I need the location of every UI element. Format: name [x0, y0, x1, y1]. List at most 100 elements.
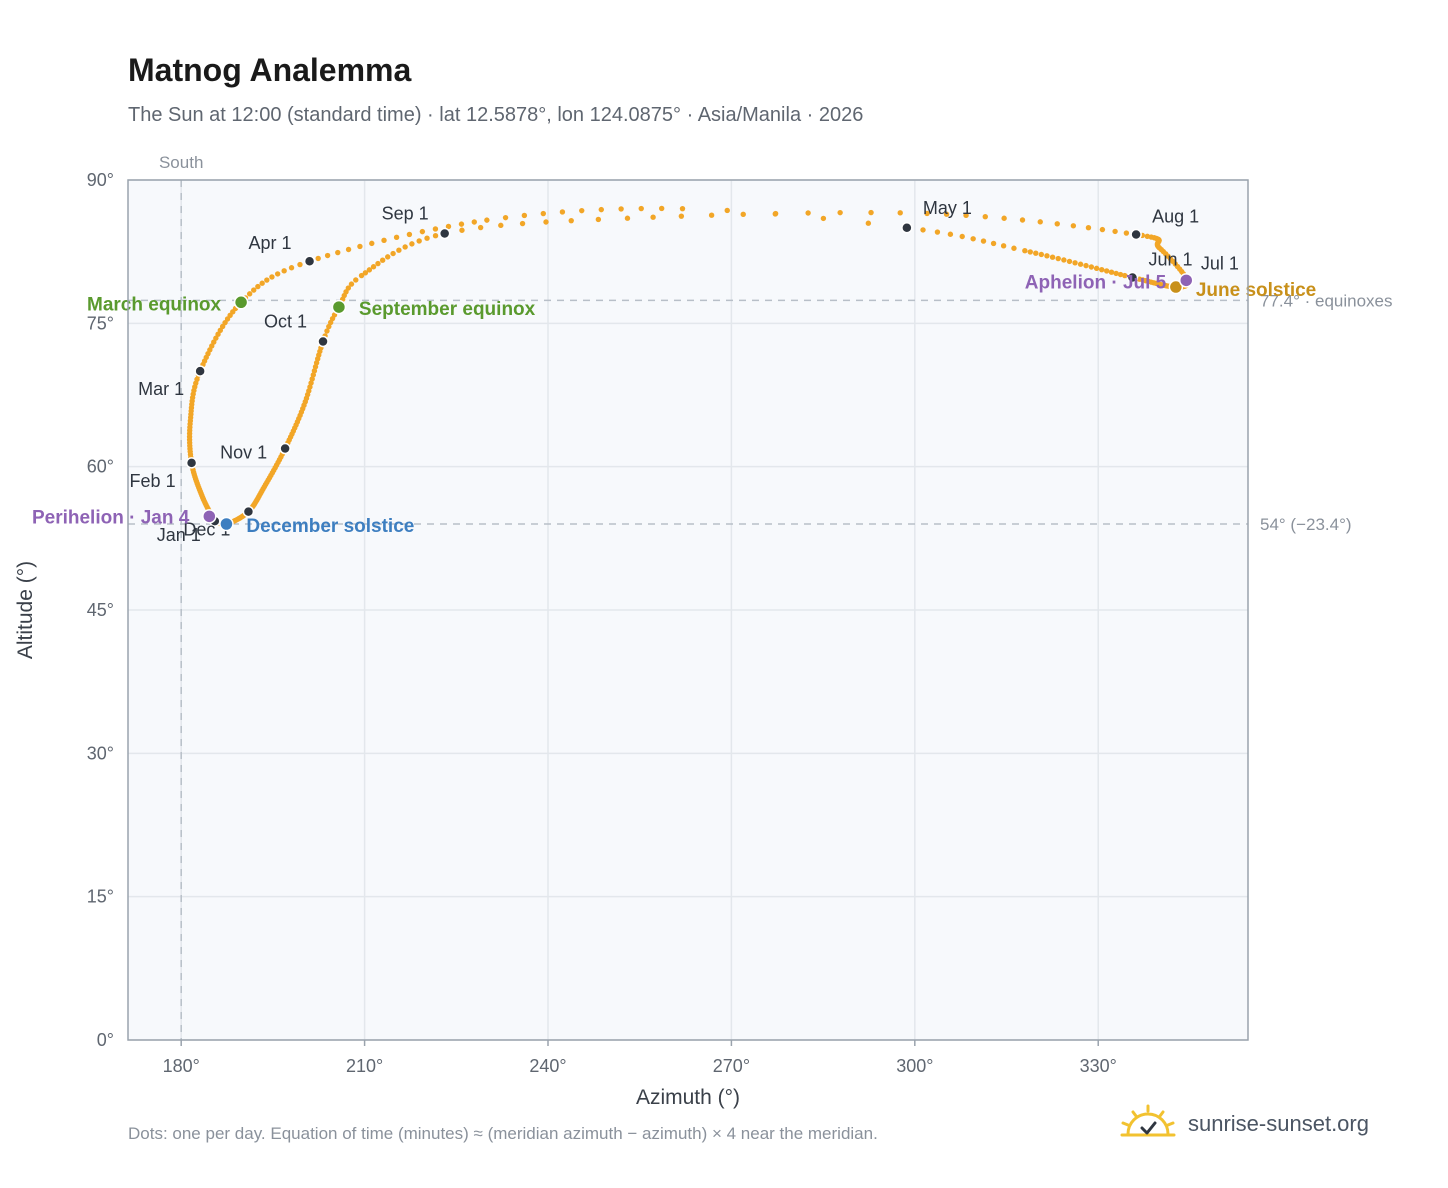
- month-marker: [1130, 228, 1142, 241]
- month-marker-label: Aug 1: [1152, 206, 1199, 226]
- day-dot: [324, 328, 330, 334]
- event-marker: [1179, 273, 1194, 288]
- day-dot: [385, 254, 391, 260]
- event-marker: [219, 516, 234, 532]
- day-dot: [281, 268, 287, 274]
- day-dot: [982, 213, 988, 220]
- x-axis-label: Azimuth (°): [636, 1086, 740, 1109]
- x-tick-label: 180°: [163, 1056, 200, 1076]
- day-dot: [1000, 243, 1007, 249]
- day-dot: [598, 206, 604, 213]
- day-dot: [897, 210, 903, 216]
- day-dot: [324, 252, 331, 259]
- day-dot: [595, 216, 602, 223]
- day-dot: [1054, 221, 1060, 227]
- day-dot: [498, 222, 504, 229]
- sun-check-icon: [1120, 1104, 1176, 1137]
- month-marker: [317, 335, 329, 348]
- day-dot: [1037, 219, 1043, 225]
- day-dot: [366, 267, 373, 273]
- day-dot: [311, 368, 318, 374]
- day-dot: [358, 272, 365, 279]
- event-label: Aphelion · Jul 5: [1025, 272, 1167, 293]
- day-dot: [1099, 266, 1105, 273]
- day-dot: [459, 227, 465, 233]
- day-dot: [213, 335, 219, 341]
- day-dot: [502, 214, 509, 221]
- month-marker-label: Dec 1: [183, 520, 230, 540]
- day-dot: [1085, 225, 1092, 231]
- day-dot: [519, 220, 526, 227]
- day-dot: [618, 206, 624, 212]
- month-marker-label: Mar 1: [138, 379, 184, 399]
- month-marker: [1126, 271, 1139, 284]
- day-dot: [255, 283, 261, 290]
- day-dot: [471, 219, 477, 225]
- y-tick-label: 30°: [87, 743, 114, 763]
- day-dot: [1123, 230, 1130, 236]
- day-dot: [432, 233, 439, 239]
- day-dot: [379, 257, 386, 263]
- day-dot: [624, 215, 631, 221]
- day-dot: [1117, 271, 1124, 278]
- month-marker-label: Oct 1: [264, 311, 307, 331]
- day-dot: [1070, 223, 1077, 229]
- event-marker: [331, 299, 347, 315]
- day-dot: [934, 229, 941, 235]
- month-marker: [438, 227, 451, 240]
- day-dot: [390, 250, 396, 257]
- day-dot: [805, 210, 811, 216]
- day-dot: [963, 212, 969, 219]
- day-dot: [678, 213, 685, 219]
- day-dot: [327, 319, 334, 326]
- day-dot: [1038, 251, 1045, 258]
- day-dot: [920, 227, 926, 233]
- day-dot: [568, 217, 574, 224]
- day-dot: [865, 220, 872, 226]
- day-dot: [369, 240, 375, 247]
- day-dot: [402, 244, 408, 250]
- day-dot: [345, 246, 352, 253]
- y-tick-label: 60°: [87, 457, 114, 477]
- month-marker: [185, 457, 198, 469]
- day-dot: [1103, 268, 1110, 274]
- month-marker: [901, 222, 913, 234]
- day-dot: [1093, 265, 1100, 272]
- day-dot: [432, 226, 439, 232]
- day-dot: [638, 205, 644, 212]
- day-dot: [540, 210, 547, 217]
- day-dot: [1011, 245, 1017, 251]
- altitude-reference-label: 77.4° · equinoxes: [1260, 291, 1393, 310]
- y-tick-label: 45°: [87, 600, 114, 620]
- day-dot: [740, 211, 746, 218]
- day-dot: [579, 207, 585, 214]
- day-dot: [1049, 254, 1056, 260]
- day-dot: [246, 291, 253, 297]
- day-dot: [310, 372, 317, 378]
- month-marker-label: Jan 1: [157, 525, 201, 545]
- month-marker: [242, 505, 255, 518]
- x-tick-label: 210°: [346, 1056, 383, 1076]
- day-dot: [990, 240, 997, 247]
- day-dot: [1108, 269, 1115, 275]
- day-dot: [1022, 248, 1028, 254]
- day-dot: [559, 209, 566, 215]
- day-dot: [409, 241, 415, 247]
- day-dot: [416, 238, 422, 244]
- day-dot: [772, 210, 779, 217]
- day-dot: [1144, 233, 1151, 239]
- day-dot: [1088, 264, 1095, 270]
- day-dot: [1072, 260, 1078, 266]
- day-dot: [370, 264, 377, 270]
- event-label: Perihelion · Jan 4: [32, 507, 190, 528]
- day-dot: [1001, 215, 1007, 221]
- day-dot: [406, 231, 413, 238]
- day-dot: [837, 209, 843, 216]
- brand-logo[interactable]: sunrise-sunset.org: [1120, 1102, 1369, 1146]
- day-dot: [353, 277, 359, 283]
- day-dot: [943, 211, 950, 217]
- day-dot: [947, 231, 954, 237]
- day-dot: [264, 277, 270, 283]
- day-dot: [924, 210, 930, 217]
- event-markers: March equinox September equinox June solst…: [32, 272, 1316, 537]
